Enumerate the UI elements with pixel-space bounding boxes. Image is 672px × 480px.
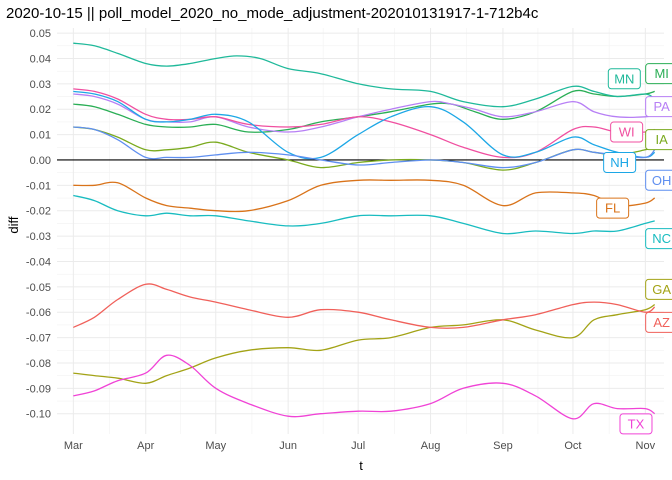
x-tick-label: Jul bbox=[351, 440, 365, 452]
x-axis-ticks: Mar Apr May Jun Jul Aug Sep Oct Nov bbox=[64, 440, 656, 452]
y-tick-label: 0.00 bbox=[30, 155, 51, 167]
y-tick-label: 0.04 bbox=[30, 53, 51, 65]
y-tick-label: 0.03 bbox=[30, 79, 51, 91]
series-label-ga: GA bbox=[645, 278, 672, 300]
series-line-nh bbox=[73, 90, 656, 160]
y-tick-label: -0.09 bbox=[26, 383, 51, 395]
y-tick-label: -0.01 bbox=[26, 180, 51, 192]
series-label-box bbox=[645, 278, 672, 300]
series-label-oh: OH bbox=[645, 169, 672, 191]
series-label-wi: WI bbox=[610, 121, 644, 143]
series-label-mi: MI bbox=[645, 63, 672, 85]
series-label-box bbox=[645, 63, 672, 85]
y-tick-label: -0.04 bbox=[26, 256, 51, 268]
series-label-text: MN bbox=[614, 71, 634, 86]
series-label-box bbox=[645, 169, 672, 191]
y-tick-label: -0.02 bbox=[26, 206, 51, 218]
x-tick-label: Apr bbox=[137, 440, 154, 452]
series-label-text: MI bbox=[654, 66, 668, 81]
series-label-nc: NC bbox=[645, 228, 672, 250]
series-label-text: AZ bbox=[653, 315, 670, 330]
series-label-mn: MN bbox=[607, 68, 641, 90]
series-line-nc bbox=[73, 194, 655, 235]
series-label-az: AZ bbox=[645, 311, 672, 333]
series-label-text: GA bbox=[652, 282, 671, 297]
series-line-wi bbox=[73, 88, 655, 159]
x-tick-label: Jun bbox=[279, 440, 297, 452]
x-tick-label: Sep bbox=[493, 440, 513, 452]
series-label-text: OH bbox=[652, 173, 672, 188]
x-tick-label: Oct bbox=[564, 440, 581, 452]
series-label-box bbox=[596, 197, 630, 219]
y-axis-ticks: 0.05 0.04 0.03 0.02 0.01 0.00 -0.01 -0.02 -0.03 -… bbox=[26, 28, 51, 421]
series-line-ia bbox=[73, 126, 655, 171]
x-tick-label: Mar bbox=[64, 440, 83, 452]
series-lines bbox=[73, 42, 656, 420]
series-label-nh: NH bbox=[603, 151, 637, 173]
series-label-box bbox=[603, 151, 637, 173]
series-line-ga bbox=[73, 304, 656, 384]
series-label-box bbox=[645, 311, 672, 333]
y-tick-label: 0.02 bbox=[30, 104, 51, 116]
y-axis-title: diff bbox=[6, 216, 21, 233]
series-line-mi bbox=[73, 89, 655, 133]
series-line-tx bbox=[73, 354, 656, 420]
series-label-text: IA bbox=[656, 132, 669, 147]
series-label-text: NC bbox=[652, 231, 671, 246]
series-line-az bbox=[73, 283, 656, 330]
series-label-box bbox=[607, 68, 641, 90]
series-label-text: PA bbox=[653, 99, 670, 114]
series-line-mn bbox=[73, 42, 656, 108]
y-tick-label: 0.05 bbox=[30, 28, 51, 40]
y-tick-label: -0.07 bbox=[26, 333, 51, 345]
y-tick-label: -0.08 bbox=[26, 358, 51, 370]
series-label-ia: IA bbox=[645, 129, 672, 151]
series-label-box bbox=[645, 129, 672, 151]
chart-title: 2020-10-15 || poll_model_2020_no_mode_ad… bbox=[6, 5, 539, 22]
series-label-text: TX bbox=[628, 416, 645, 431]
y-tick-label: -0.10 bbox=[26, 409, 51, 421]
series-label-box bbox=[619, 413, 653, 435]
y-tick-label: -0.03 bbox=[26, 231, 51, 243]
series-line-fl bbox=[73, 179, 656, 213]
x-tick-label: May bbox=[205, 440, 226, 452]
series-label-text: NH bbox=[610, 155, 629, 170]
y-tick-label: 0.01 bbox=[30, 130, 51, 142]
grid bbox=[57, 28, 664, 434]
series-label-box bbox=[645, 96, 672, 118]
series-label-box bbox=[645, 228, 672, 250]
y-tick-label: -0.06 bbox=[26, 307, 51, 319]
series-label-text: WI bbox=[619, 125, 635, 140]
series-label-tx: TX bbox=[619, 413, 653, 435]
series-label-box bbox=[610, 121, 644, 143]
series-label-text: FL bbox=[605, 201, 620, 216]
y-tick-label: -0.05 bbox=[26, 282, 51, 294]
series-labels: MI MN PA WI IA NH OH FL NC GA AZ TX bbox=[596, 63, 672, 435]
series-line-oh bbox=[73, 126, 656, 169]
x-axis-title: t bbox=[359, 458, 363, 473]
series-label-pa: PA bbox=[645, 96, 672, 118]
series-label-fl: FL bbox=[596, 197, 630, 219]
x-tick-label: Nov bbox=[636, 440, 656, 452]
x-tick-label: Aug bbox=[421, 440, 441, 452]
